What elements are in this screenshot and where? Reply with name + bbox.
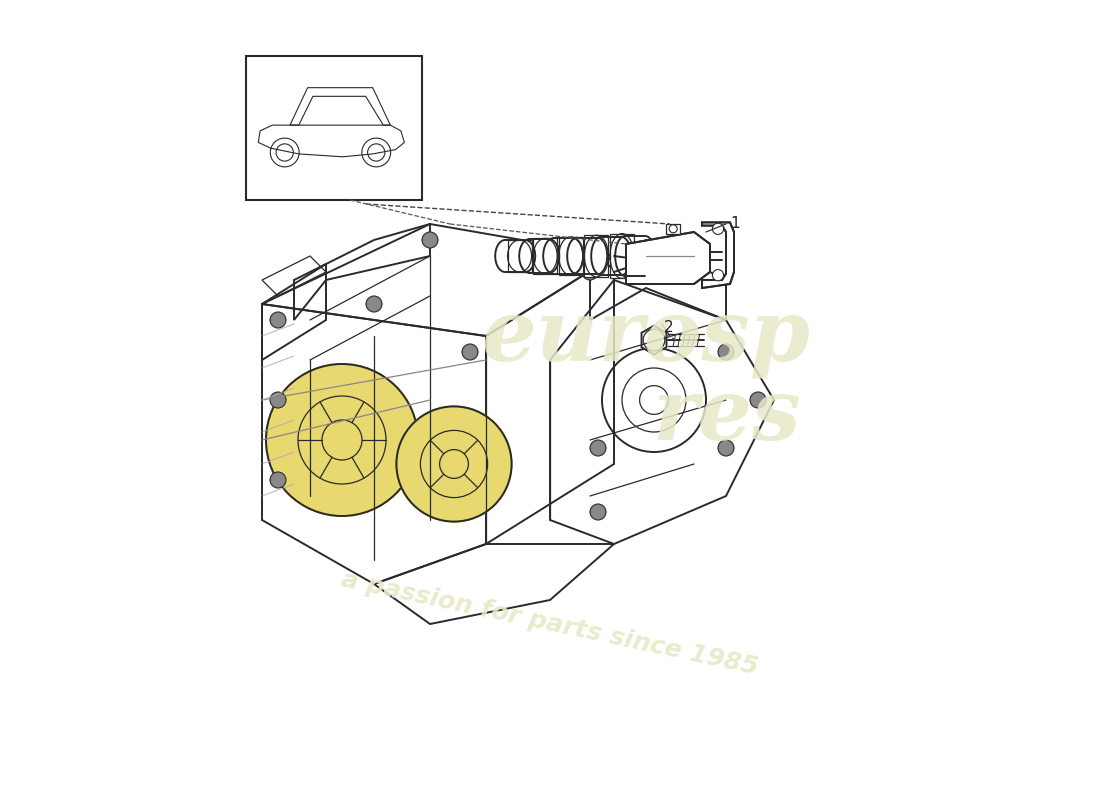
Bar	[584, 235, 608, 277]
Circle shape	[750, 392, 766, 408]
Circle shape	[266, 364, 418, 516]
Circle shape	[718, 440, 734, 456]
Bar	[534, 238, 558, 274]
Text: 1: 1	[730, 217, 739, 231]
Circle shape	[366, 296, 382, 312]
Circle shape	[422, 232, 438, 248]
Circle shape	[669, 225, 678, 233]
Bar	[610, 234, 634, 278]
Text: eurosp: eurosp	[482, 294, 811, 378]
Bar	[666, 224, 681, 234]
Circle shape	[590, 504, 606, 520]
Circle shape	[582, 264, 598, 280]
Bar	[246, 56, 422, 200]
Polygon shape	[702, 222, 734, 288]
Circle shape	[270, 312, 286, 328]
Circle shape	[270, 472, 286, 488]
Circle shape	[396, 406, 512, 522]
Circle shape	[713, 270, 724, 281]
Text: res: res	[651, 374, 801, 458]
Circle shape	[270, 392, 286, 408]
Circle shape	[590, 440, 606, 456]
Bar	[559, 237, 583, 275]
Text: 2: 2	[663, 321, 673, 335]
Circle shape	[713, 223, 724, 234]
Bar	[507, 240, 531, 272]
Circle shape	[462, 344, 478, 360]
Text: a passion for parts since 1985: a passion for parts since 1985	[339, 568, 761, 680]
Circle shape	[718, 344, 734, 360]
Polygon shape	[641, 326, 667, 354]
Polygon shape	[626, 232, 710, 284]
